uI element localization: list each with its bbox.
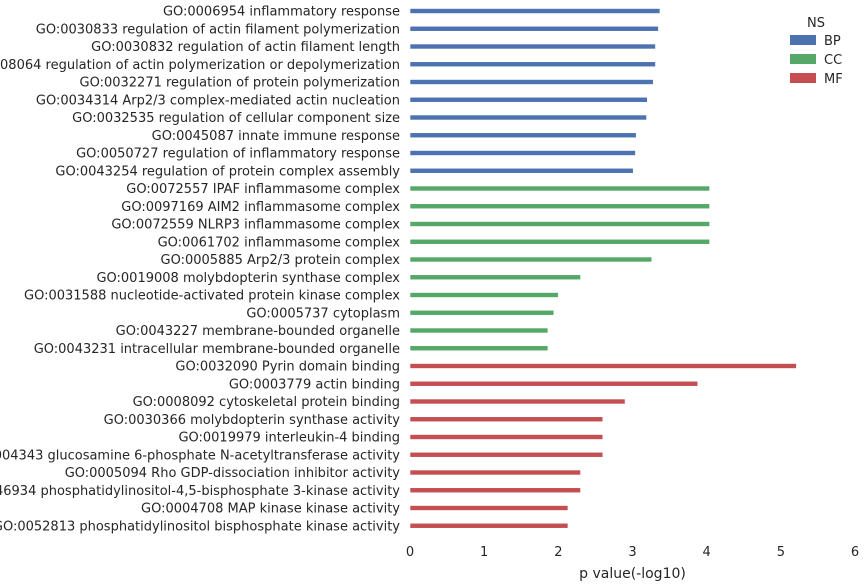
bar-bp <box>409 132 637 139</box>
bar-cc <box>409 345 549 352</box>
x-tick-label: 3 <box>628 545 636 560</box>
category-label: GO:0032090 Pyrin domain binding <box>175 360 400 375</box>
legend: NS BP CC MF <box>790 16 843 87</box>
bar-cc <box>409 309 555 316</box>
legend-swatch-cc <box>790 54 816 64</box>
legend-items: BP CC MF <box>790 34 843 87</box>
category-label: GO:0005094 Rho GDP-dissociation inhibito… <box>65 466 401 481</box>
legend-swatch-mf <box>790 73 816 83</box>
legend-title: NS <box>807 16 825 31</box>
bar-mf <box>409 380 699 387</box>
category-label: GO:0052813 phosphatidylinositol bisphosp… <box>0 519 400 534</box>
category-label: GO:0045087 innate immune response <box>152 129 400 144</box>
category-label: GO:0061702 inflammasome complex <box>158 235 401 250</box>
bar-cc <box>409 238 710 245</box>
category-label: GO:0019008 molybdopterin synthase comple… <box>96 271 400 286</box>
bar-cc <box>409 185 710 192</box>
bar-cc <box>409 221 710 227</box>
category-label: GO:0030832 regulation of actin filament … <box>91 40 400 55</box>
legend-label-cc: CC <box>824 53 842 68</box>
category-label: GO:0072559 NLRP3 inflammasome complex <box>111 218 400 233</box>
legend-swatch-bp <box>790 35 816 45</box>
category-label: GO:0030366 molybdopterin synthase activi… <box>104 413 401 428</box>
category-label: GO:0030833 regulation of actin filament … <box>36 22 400 37</box>
category-label: GO:0097169 AIM2 inflammasome complex <box>121 200 400 215</box>
x-tick-label: 1 <box>480 545 488 560</box>
x-tick-label: 5 <box>777 545 785 560</box>
category-labels: GO:0006954 inflammatory response GO:00308… <box>0 5 400 535</box>
bar-bp <box>409 96 648 103</box>
x-tick-label: 6 <box>851 545 859 560</box>
category-label: GO:0006954 inflammatory response <box>163 5 400 20</box>
category-label: GO:0008064 regulation of actin polymeriz… <box>0 58 400 73</box>
x-tick-label: 4 <box>703 545 711 560</box>
bar-mf <box>409 487 581 494</box>
bar-bp <box>409 43 656 50</box>
bar-mf <box>409 451 604 458</box>
x-axis-ticks: 0 1 2 3 4 5 6 <box>406 545 859 560</box>
bar-cc <box>409 327 549 334</box>
bars-layer <box>409 8 797 529</box>
x-tick-label: 0 <box>406 545 414 560</box>
bar-bp <box>409 150 636 156</box>
x-axis-title: p value(-log10) <box>579 566 686 582</box>
bar-bp <box>409 61 656 68</box>
bar-bp <box>409 114 647 121</box>
category-label: GO:0072557 IPAF inflammasome complex <box>126 182 400 197</box>
bar-mf <box>409 434 604 440</box>
bar-mf <box>409 363 797 369</box>
category-label: GO:0005737 cytoplasm <box>246 306 400 321</box>
bar-mf <box>409 398 626 405</box>
legend-label-bp: BP <box>824 34 841 49</box>
legend-label-mf: MF <box>824 72 843 87</box>
category-label: GO:0031588 nucleotide-activated protein … <box>24 289 400 304</box>
category-label: GO:0032535 regulation of cellular compon… <box>72 111 400 126</box>
category-label: GO:0043227 membrane-bounded organelle <box>116 324 400 339</box>
bar-mf <box>409 469 581 476</box>
bar-cc <box>409 203 710 210</box>
x-tick-label: 2 <box>554 545 562 560</box>
category-label: GO:0004343 glucosamine 6-phosphate N-ace… <box>0 448 400 463</box>
category-label: GO:0043231 intracellular membrane-bounde… <box>34 342 400 357</box>
bar-mf <box>409 416 604 423</box>
category-label: GO:0003779 actin binding <box>229 377 400 392</box>
category-label: GO:0050727 regulation of inflammatory re… <box>76 147 400 162</box>
bar-mf <box>409 505 569 511</box>
bar-cc <box>409 256 653 263</box>
bar-bp <box>409 79 654 85</box>
bar-cc <box>409 292 559 298</box>
bar-cc <box>409 274 581 281</box>
category-label: GO:0008092 cytoskeletal protein binding <box>133 395 400 410</box>
category-label: GO:0043254 regulation of protein complex… <box>55 164 400 179</box>
category-label: GO:0004708 MAP kinase kinase activity <box>141 502 400 517</box>
category-label: GO:0019979 interleukin-4 binding <box>178 431 400 446</box>
bar-bp <box>409 8 661 14</box>
category-label: GO:0046934 phosphatidylinositol-4,5-bisp… <box>0 484 400 499</box>
category-label: GO:0032271 regulation of protein polymer… <box>80 76 400 91</box>
category-label: GO:0005885 Arp2/3 protein complex <box>161 253 401 268</box>
bar-mf <box>409 522 569 529</box>
bar-bp <box>409 25 659 32</box>
category-label: GO:0034314 Arp2/3 complex-mediated actin… <box>36 93 400 108</box>
bar-bp <box>409 167 634 174</box>
